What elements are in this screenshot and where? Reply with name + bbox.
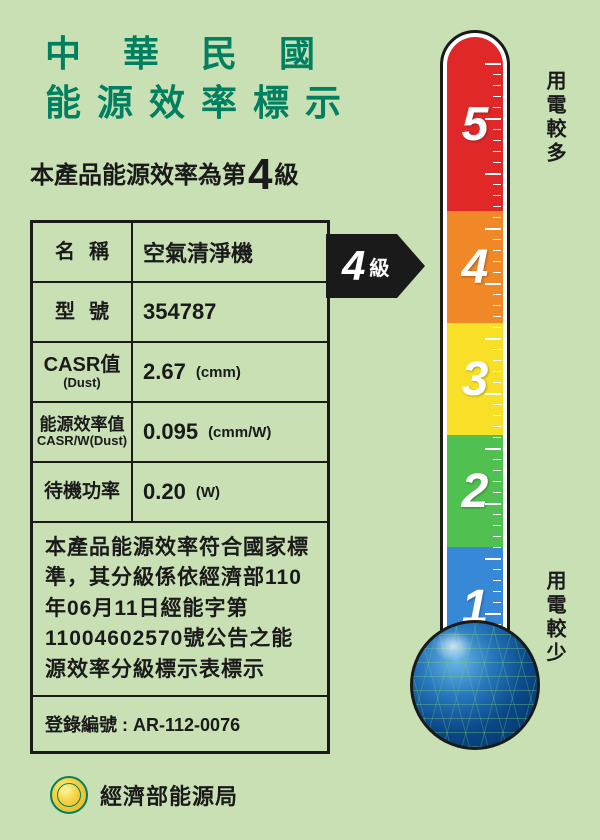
thermo-segment-number: 2 [462,464,489,519]
name-label: 名稱 [33,223,133,281]
thermo-segment: 2 [447,435,503,547]
thermo-segment: 4 [447,211,503,323]
rating-pointer: 4 級 [326,234,425,298]
tube-inner: 54321 [447,37,503,657]
pointer-number: 4 [342,242,365,290]
label-title: 中 華 民 國 能源效率標示 [45,30,357,127]
model-value: 354787 [133,283,327,341]
compliance-text: 本產品能源效率符合國家標準，其分級係依經濟部110年06月11日經能字第1100… [33,523,327,697]
thermometer-tube: 54321 [440,30,510,660]
globe-icon [410,620,540,750]
thermo-segment-number: 5 [462,97,489,152]
name-value: 空氣清淨機 [133,223,327,281]
registration: 登錄編號 : AR-112-0076 [33,697,327,751]
rating-prefix: 本產品能源效率為第 [30,162,246,189]
thermo-segment: 3 [447,323,503,435]
rating-statement: 本產品能源效率為第4級 [30,150,298,200]
table-row: 待機功率 0.20 (W) [33,463,327,523]
table-row: 名稱 空氣清淨機 [33,223,327,283]
eff-value: 0.095 (cmm/W) [133,403,327,461]
standby-value: 0.20 (W) [133,463,327,521]
spec-table: 名稱 空氣清淨機 型號 354787 CASR值 (Dust) 2.67 (cm… [30,220,330,754]
pointer-suffix: 級 [369,252,389,281]
thermo-segment-number: 4 [462,240,489,295]
thermo-segment: 5 [447,37,503,211]
casr-value: 2.67 (cmm) [133,343,327,401]
pointer-arrow-icon [397,234,425,298]
pointer-body: 4 級 [326,234,397,298]
issuer-footer: 經濟部能源局 [50,776,238,814]
label-less-power: 用電較少 [540,570,569,666]
model-label: 型號 [33,283,133,341]
bureau-seal-icon [50,776,88,814]
thermo-segment-number: 3 [462,352,489,407]
rating-number: 4 [248,150,272,199]
rating-suffix: 級 [274,162,298,189]
title-line2: 能源效率標示 [45,79,357,128]
issuer-name: 經濟部能源局 [100,779,238,811]
eff-label: 能源效率值 CASR/W(Dust) [33,403,133,461]
label-more-power: 用電較多 [540,70,569,166]
table-row: 能源效率值 CASR/W(Dust) 0.095 (cmm/W) [33,403,327,463]
title-line1: 中 華 民 國 [45,30,357,79]
thermometer: 54321 [430,30,520,750]
table-row: CASR值 (Dust) 2.67 (cmm) [33,343,327,403]
table-row: 型號 354787 [33,283,327,343]
casr-label: CASR值 (Dust) [33,343,133,401]
standby-label: 待機功率 [33,463,133,521]
